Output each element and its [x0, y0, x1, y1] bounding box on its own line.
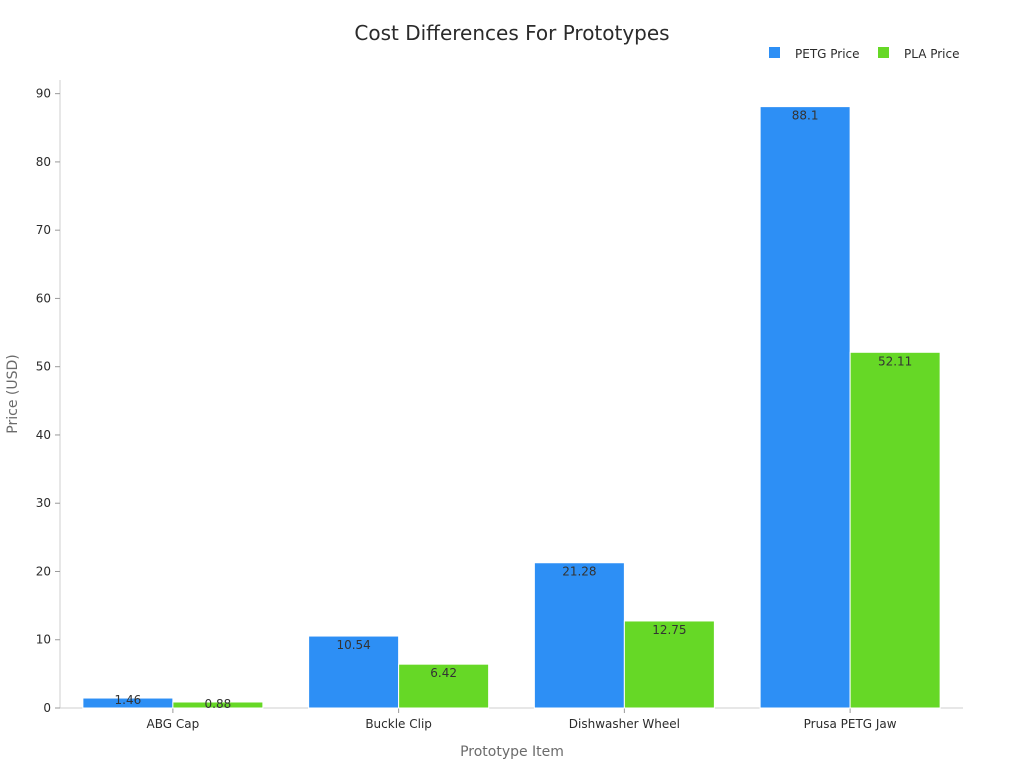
y-tick-label: 70: [36, 223, 51, 237]
legend-label-pla-price: PLA Price: [904, 47, 960, 61]
data-label-pla-price-buckle-clip: 6.42: [430, 666, 457, 680]
y-axis-ticks: 0 10 20 30 40 50 60 70 80 90: [36, 87, 60, 715]
bar-pla-price-abg-cap: [172, 701, 264, 709]
x-tick-label: Buckle Clip: [365, 717, 432, 731]
data-label-pla-price-abg-cap: 0.88: [205, 697, 232, 711]
legend: PETG Price PLA Price: [769, 47, 960, 61]
bars: [82, 106, 941, 709]
bar-pla-price-buckle-clip: [398, 663, 490, 709]
y-tick-label: 0: [43, 701, 51, 715]
y-tick-label: 60: [36, 291, 51, 305]
data-label-petg-price-prusa-petg-jaw: 88.1: [792, 109, 819, 123]
bar-petg-price-prusa-petg-jaw: [759, 106, 851, 709]
x-tick-label: Dishwasher Wheel: [569, 717, 680, 731]
y-tick-label: 50: [36, 360, 51, 374]
x-tick-label: ABG Cap: [147, 717, 200, 731]
data-label-petg-price-buckle-clip: 10.54: [336, 638, 370, 652]
data-labels: 1.46 0.88 10.54 6.42 21.28 12.75 88.1 52.11: [115, 109, 913, 711]
bar-pla-price-prusa-petg-jaw: [849, 351, 941, 709]
data-label-petg-price-abg-cap: 1.46: [115, 693, 142, 707]
chart-title: Cost Differences For Prototypes: [354, 21, 669, 45]
x-axis-ticks: ABG Cap Buckle Clip Dishwasher Wheel Prusa …: [147, 708, 897, 731]
y-tick-label: 10: [36, 633, 51, 647]
data-label-pla-price-dishwasher-wheel: 12.75: [652, 623, 686, 637]
y-tick-label: 90: [36, 87, 51, 101]
legend-label-petg-price: PETG Price: [795, 47, 860, 61]
y-tick-label: 40: [36, 428, 51, 442]
x-axis-title: Prototype Item: [460, 744, 564, 760]
bar-pla-price-dishwasher-wheel: [623, 620, 715, 709]
y-tick-label: 30: [36, 496, 51, 510]
data-label-pla-price-prusa-petg-jaw: 52.11: [878, 354, 912, 368]
bar-petg-price-dishwasher-wheel: [533, 562, 625, 709]
data-label-petg-price-dishwasher-wheel: 21.28: [562, 565, 596, 579]
y-axis-title: Price (USD): [5, 354, 21, 433]
x-tick-label: Prusa PETG Jaw: [804, 717, 897, 731]
legend-swatch-pla-price: [878, 47, 889, 58]
y-tick-label: 20: [36, 564, 51, 578]
legend-swatch-petg-price: [769, 47, 780, 58]
y-tick-label: 80: [36, 155, 51, 169]
